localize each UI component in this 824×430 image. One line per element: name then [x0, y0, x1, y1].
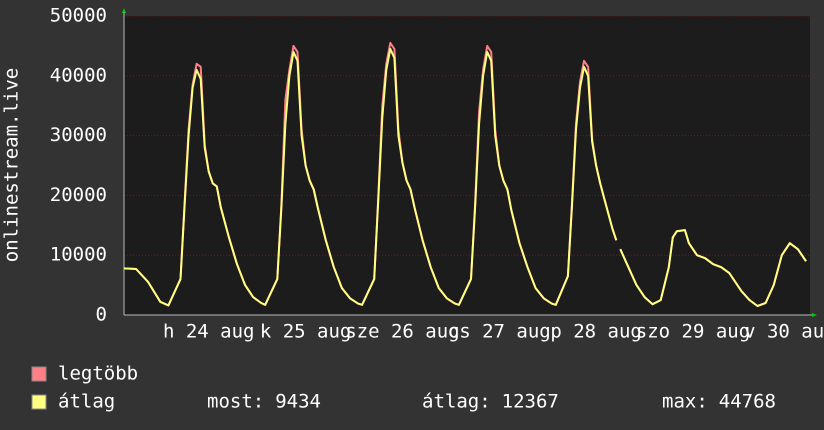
y-axis-title: onlinestream.live — [1, 68, 23, 262]
x-tick-label: p 28 aug — [550, 321, 642, 343]
y-tick-label: 20000 — [50, 184, 107, 206]
x-tick-label: cs 27 aug — [448, 321, 551, 343]
stat-label: átlag: — [422, 391, 491, 413]
y-tick-label: 30000 — [50, 124, 107, 146]
stat-value: 12367 — [502, 391, 559, 413]
plot-area — [124, 16, 810, 315]
legend-label: átlag — [58, 391, 115, 413]
axis-arrow — [812, 313, 817, 317]
x-tick-label: h 24 aug — [163, 321, 255, 343]
y-tick-label: 0 — [96, 304, 107, 326]
stat-label: most: — [207, 391, 264, 413]
x-tick-label: k 25 aug — [260, 321, 352, 343]
axis-arrow — [122, 8, 126, 13]
legend-swatch — [31, 366, 47, 382]
series-line — [123, 47, 807, 307]
x-tick-label: szo 29 aug — [636, 321, 750, 343]
stat-value: 44768 — [719, 391, 776, 413]
y-tick-label: 50000 — [50, 5, 107, 27]
stat-value: 9434 — [275, 391, 321, 413]
x-tick-label: sze 26 aug — [345, 321, 459, 343]
legend-label: legtöbb — [58, 363, 138, 385]
y-tick-label: 10000 — [50, 244, 107, 266]
y-tick-label: 40000 — [50, 64, 107, 86]
x-tick-label: v 30 aug — [744, 321, 824, 343]
legend-swatch — [31, 394, 47, 410]
stat-label: max: — [662, 391, 708, 413]
